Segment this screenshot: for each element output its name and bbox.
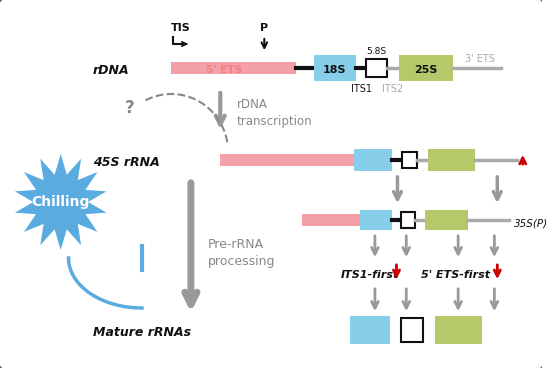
Bar: [301, 214, 360, 226]
Text: 5.8S: 5.8S: [366, 47, 386, 57]
Text: 25S: 25S: [414, 65, 438, 75]
Text: 3' ETS: 3' ETS: [465, 54, 495, 64]
Polygon shape: [15, 154, 106, 250]
Text: P: P: [260, 23, 268, 33]
Bar: [351, 316, 389, 344]
Bar: [428, 149, 475, 171]
Bar: [425, 210, 468, 230]
Bar: [402, 152, 417, 168]
Bar: [399, 55, 453, 81]
Text: Chilling: Chilling: [32, 195, 90, 209]
Text: 5' ETS-first: 5' ETS-first: [421, 270, 490, 280]
Bar: [220, 154, 355, 166]
Text: ITS2: ITS2: [382, 84, 403, 94]
Text: 45S rRNA: 45S rRNA: [93, 156, 160, 170]
Bar: [435, 316, 481, 344]
Text: TIS: TIS: [171, 23, 191, 33]
Bar: [402, 318, 423, 342]
Text: rDNA
transcription: rDNA transcription: [237, 98, 312, 128]
Bar: [171, 62, 296, 74]
Text: 5' ETS: 5' ETS: [206, 65, 242, 75]
Text: Pre-rRNA
processing: Pre-rRNA processing: [208, 238, 275, 268]
Text: ?: ?: [125, 99, 135, 117]
Text: ITS1-first: ITS1-first: [341, 270, 399, 280]
Text: Mature rRNAs: Mature rRNAs: [93, 326, 191, 340]
Text: 18S: 18S: [323, 65, 347, 75]
Text: ITS1: ITS1: [351, 84, 372, 94]
Bar: [360, 210, 392, 230]
Bar: [366, 59, 387, 77]
Text: rDNA: rDNA: [93, 64, 130, 78]
Bar: [355, 149, 392, 171]
Bar: [402, 212, 415, 228]
Bar: [314, 55, 356, 81]
Text: 35S(P): 35S(P): [514, 218, 548, 228]
